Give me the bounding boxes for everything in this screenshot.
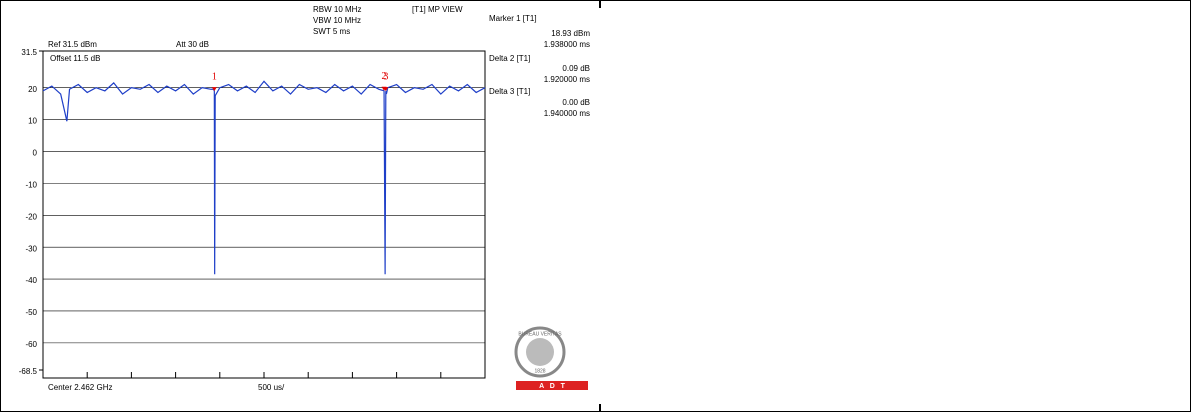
y-tick-label: -50 [25, 308, 37, 317]
vbw: VBW 10 MHz [313, 16, 361, 25]
y-tick-label: -40 [25, 276, 37, 285]
center: Center 2.462 GHz [48, 383, 112, 392]
marker-readout: 1.938000 ms [544, 40, 590, 49]
span: 500 us/ [258, 383, 285, 392]
marker-readout: Delta 2 [T1] [489, 54, 530, 63]
marker-readout: 1.920000 ms [544, 75, 590, 84]
swt: SWT 5 ms [313, 27, 350, 36]
y-tick-label: -20 [25, 212, 37, 221]
marker-readout: Delta 3 [T1] [489, 87, 530, 96]
y-tick-label: -30 [25, 244, 37, 253]
marker [211, 87, 217, 92]
logo: BUREAU VERITAS 1828 A D T [514, 326, 588, 390]
view: [T1] MP VIEW [412, 5, 463, 14]
y-tick-label: -60 [25, 340, 37, 349]
y-tick-label: -68.5 [19, 367, 38, 376]
marker-readout: 0.00 dB [562, 98, 590, 107]
logo-emblem [526, 338, 554, 366]
ref: Ref 31.5 dBm [48, 40, 97, 49]
marker-readout: 18.93 dBm [551, 29, 590, 38]
logo-bar [516, 381, 588, 390]
y-tick-label: 10 [28, 117, 37, 126]
offset: Offset 11.5 dB [50, 54, 100, 63]
marker-label: 3 [383, 71, 388, 82]
marker-label: 2 [382, 71, 387, 82]
marker-readout: Marker 1 [T1] [489, 14, 537, 23]
y-tick-label: -10 [25, 180, 37, 189]
logo-year: 1828 [534, 368, 545, 374]
marker-readout: 1.940000 ms [544, 109, 590, 118]
marker-readout: 0.09 dB [562, 64, 590, 73]
logo-ring [514, 326, 566, 378]
y-tick-label: 0 [33, 149, 38, 158]
plot-frame [42, 50, 486, 379]
marker-label: 1 [212, 71, 217, 82]
logo-brand: A D T [539, 383, 566, 390]
logo-ring-text: BUREAU VERITAS [518, 331, 562, 337]
trace [42, 80, 486, 275]
att: Att 30 dB [176, 40, 209, 49]
y-tick-label: 20 [28, 85, 37, 94]
y-tick-label: 31.5 [21, 48, 37, 57]
rbw: RBW 10 MHz [313, 5, 361, 14]
marker [383, 87, 389, 92]
